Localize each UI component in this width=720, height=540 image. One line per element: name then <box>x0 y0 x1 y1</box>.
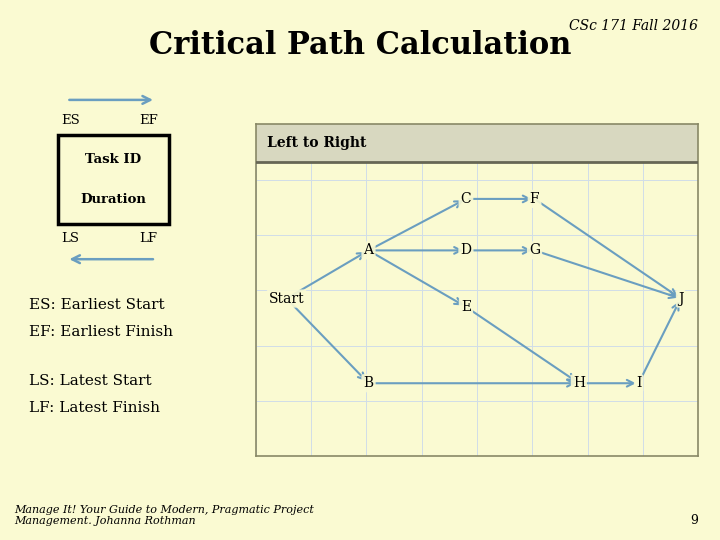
Text: LF: LF <box>139 232 157 245</box>
Text: Manage It! Your Guide to Modern, Pragmatic Project
Management. Johanna Rothman: Manage It! Your Guide to Modern, Pragmat… <box>14 505 314 526</box>
Text: G: G <box>529 244 540 258</box>
Text: Left to Right: Left to Right <box>266 136 366 150</box>
FancyBboxPatch shape <box>58 135 169 224</box>
Text: LF: Latest Finish: LF: Latest Finish <box>29 401 160 415</box>
Text: CSc 171 Fall 2016: CSc 171 Fall 2016 <box>570 19 698 33</box>
Text: I: I <box>636 376 642 390</box>
Text: E: E <box>461 300 471 314</box>
Text: F: F <box>530 192 539 206</box>
Text: A: A <box>364 244 374 258</box>
Text: EF: EF <box>139 114 158 127</box>
Text: J: J <box>678 292 683 306</box>
Text: Start: Start <box>269 292 305 306</box>
Bar <box>256 124 698 163</box>
Text: ES: ES <box>61 114 80 127</box>
Text: ES: Earliest Start: ES: Earliest Start <box>29 298 164 312</box>
Text: Critical Path Calculation: Critical Path Calculation <box>149 30 571 62</box>
Text: Task ID: Task ID <box>86 153 141 166</box>
Text: EF: Earliest Finish: EF: Earliest Finish <box>29 325 173 339</box>
Text: B: B <box>364 376 374 390</box>
Text: Duration: Duration <box>81 193 146 206</box>
Text: H: H <box>573 376 585 390</box>
Text: D: D <box>460 244 472 258</box>
Text: C: C <box>461 192 472 206</box>
Text: 9: 9 <box>690 514 698 526</box>
Text: LS: LS <box>61 232 79 245</box>
Text: LS: Latest Start: LS: Latest Start <box>29 374 151 388</box>
